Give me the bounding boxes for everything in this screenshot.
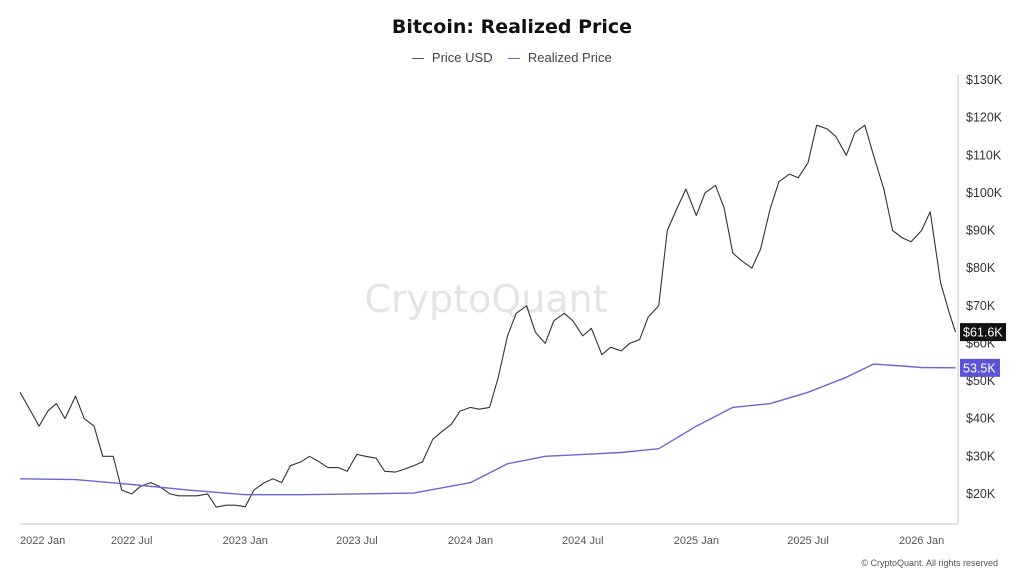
realized-end-badge-bg: [960, 358, 1000, 377]
x-tick-label: 2025 Jul: [787, 535, 829, 547]
price-end-label: $61.6K: [963, 326, 1003, 340]
realized-end-label: 53.5K: [963, 361, 996, 375]
x-tick-label: 2022 Jan: [20, 535, 65, 547]
y-tick-label: $30K: [966, 449, 996, 463]
y-tick-label: $120K: [966, 111, 1003, 125]
legend-item-price[interactable]: Price USD: [412, 50, 493, 65]
x-tick-label: 2023 Jan: [223, 535, 268, 547]
realized-price-line: [19, 363, 956, 496]
legend-swatch-realized: [508, 58, 521, 60]
x-tick-label: 2023 Jul: [336, 535, 378, 547]
price-end-badge-bg: [960, 323, 1006, 342]
x-tick-label: 2022 Jul: [111, 535, 153, 547]
copyright-credit: © CryptoQuant. All rights reserved: [861, 558, 998, 568]
realized-end-badge: 53.5K: [960, 358, 1000, 377]
y-tick-label: $130K: [966, 73, 1003, 87]
y-tick-label: $100K: [966, 186, 1003, 200]
x-tick-label: 2026 Jan: [899, 535, 944, 547]
y-tick-label: $40K: [966, 412, 996, 426]
y-tick-label: $110K: [966, 148, 1002, 162]
legend-label-realized: Realized Price: [527, 50, 612, 65]
y-tick-label: $70K: [966, 299, 996, 313]
y-tick-label: $90K: [966, 224, 996, 238]
chart-title: Bitcoin: Realized Price: [391, 16, 633, 38]
watermark-text: CryptoQuant: [364, 277, 607, 321]
price-usd-line: [19, 124, 957, 508]
x-tick-label: 2024 Jan: [448, 535, 493, 547]
y-tick-label: $80K: [966, 261, 996, 275]
x-tick-label: 2025 Jan: [674, 535, 719, 547]
y-tick-label: $50K: [966, 374, 996, 388]
chart-legend: Price USD Realized Price: [0, 50, 1024, 65]
series-layer: [19, 124, 957, 508]
x-tick-label: 2024 Jul: [562, 535, 604, 547]
y-tick-label: $20K: [966, 487, 996, 501]
legend-label-price: Price USD: [431, 50, 493, 65]
legend-item-realized[interactable]: Realized Price: [508, 50, 612, 65]
legend-swatch-price: [412, 58, 425, 60]
end-labels: $61.6K 53.5K: [960, 323, 1006, 377]
price-end-badge: $61.6K: [960, 323, 1006, 342]
chart-axes: $20K$30K$40K$50K$60K$70K$80K$90K$100K$11…: [20, 73, 1003, 547]
